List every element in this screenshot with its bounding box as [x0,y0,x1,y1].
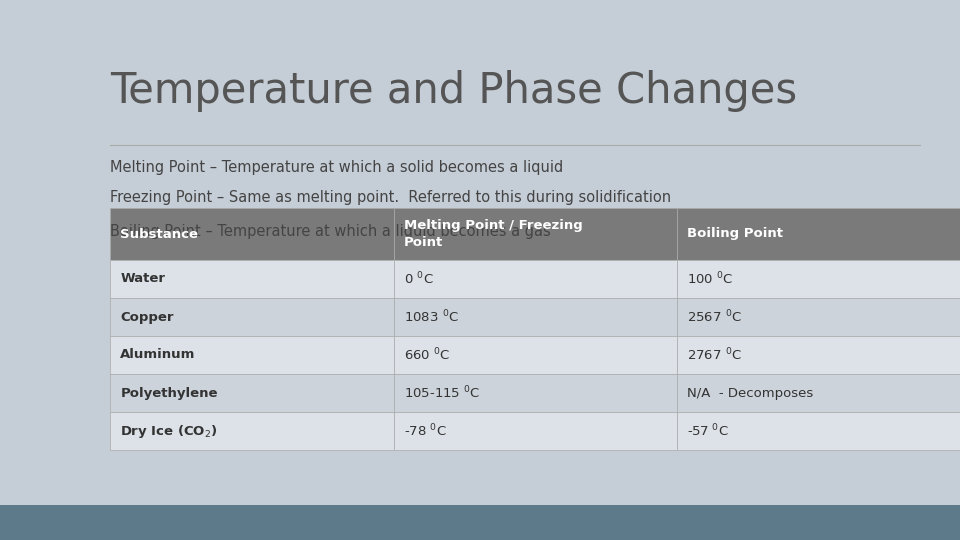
Text: Copper: Copper [120,310,174,323]
Text: 2767 $^0$C: 2767 $^0$C [686,347,742,363]
Bar [394,260,677,298]
Bar [110,336,394,374]
Text: Dry Ice (CO$_2$): Dry Ice (CO$_2$) [120,422,218,440]
Bar [677,260,960,298]
Bar [0,505,960,540]
Bar [677,374,960,412]
Text: 105-115 $^0$C: 105-115 $^0$C [403,384,480,401]
Bar [110,412,394,450]
Text: Boiling Point: Boiling Point [686,227,782,240]
Text: 660 $^0$C: 660 $^0$C [403,347,450,363]
Text: Freezing Point – Same as melting point.  Referred to this during solidification: Freezing Point – Same as melting point. … [110,190,671,205]
Text: Substance: Substance [120,227,199,240]
Bar [110,260,394,298]
Text: -57 $^0$C: -57 $^0$C [686,423,729,440]
Bar [110,374,394,412]
Bar [394,336,677,374]
Text: Boiling Point – Temperature at which a liquid becomes a gas: Boiling Point – Temperature at which a l… [110,224,551,239]
Bar [677,298,960,336]
Bar [110,208,394,260]
Text: Water: Water [120,273,165,286]
Text: Temperature and Phase Changes: Temperature and Phase Changes [110,70,797,112]
Text: 2567 $^0$C: 2567 $^0$C [686,309,742,325]
Text: 0 $^0$C: 0 $^0$C [403,271,433,287]
Text: -78 $^0$C: -78 $^0$C [403,423,446,440]
Bar [677,336,960,374]
Text: 1083 $^0$C: 1083 $^0$C [403,309,459,325]
Text: 100 $^0$C: 100 $^0$C [686,271,733,287]
Text: Polyethylene: Polyethylene [120,387,218,400]
Bar [394,208,677,260]
Bar [110,298,394,336]
Text: Melting Point / Freezing
Point: Melting Point / Freezing Point [403,219,583,248]
Text: Melting Point – Temperature at which a solid becomes a liquid: Melting Point – Temperature at which a s… [110,160,564,175]
Bar [677,412,960,450]
Text: N/A  - Decomposes: N/A - Decomposes [686,387,813,400]
Bar [677,208,960,260]
Bar [394,412,677,450]
Bar [394,298,677,336]
Bar [394,374,677,412]
Text: Aluminum: Aluminum [120,348,196,361]
